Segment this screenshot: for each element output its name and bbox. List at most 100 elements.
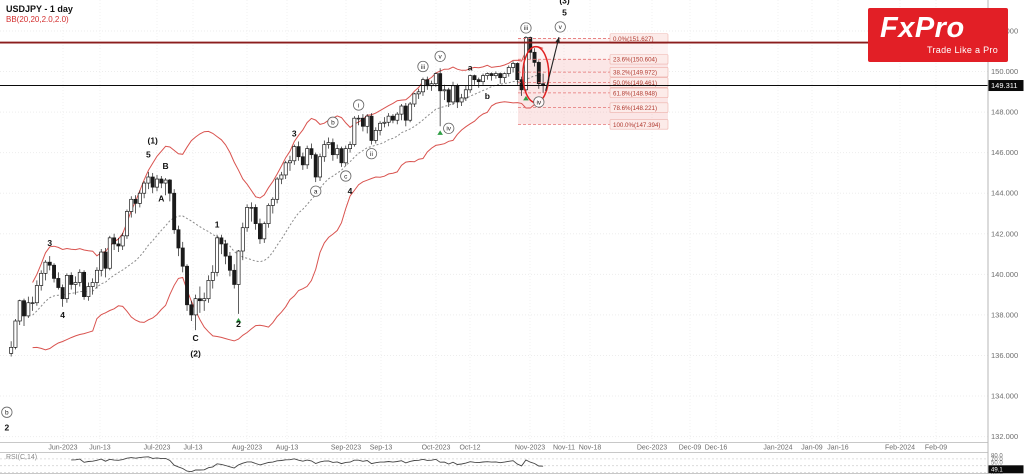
- candle: [468, 74, 473, 93]
- candle: [215, 234, 220, 277]
- wave-label[interactable]: iii: [520, 22, 532, 34]
- candle: [313, 152, 318, 183]
- wave-label[interactable]: 1: [215, 220, 220, 230]
- wave-label[interactable]: B: [163, 161, 169, 171]
- candle: [536, 60, 541, 89]
- fib-level-label: 100.0%(147.394): [613, 122, 660, 129]
- wave-label-circle: [340, 170, 352, 182]
- candle: [86, 282, 91, 301]
- wave-label-text: b: [331, 120, 335, 127]
- wave-label[interactable]: 5: [562, 8, 567, 18]
- candle: [77, 269, 82, 287]
- x-tick-label: Jan-09: [801, 445, 823, 452]
- candle: [391, 114, 395, 124]
- wave-label[interactable]: (2): [190, 348, 201, 358]
- fib-level-label-box: [609, 54, 669, 65]
- wave-label[interactable]: (1): [148, 135, 159, 145]
- candle: [373, 127, 378, 144]
- candle: [352, 116, 357, 147]
- wave-label-circle: [353, 99, 365, 111]
- wave-label[interactable]: ii: [365, 148, 378, 160]
- wave-label-text: 2: [236, 319, 241, 329]
- wave-label[interactable]: b: [1, 406, 13, 418]
- candle: [82, 270, 87, 300]
- fib-level-label: 0.0%(151.627): [613, 36, 654, 43]
- candle: [133, 195, 138, 214]
- x-tick-label: Jul-13: [183, 445, 202, 452]
- wave-label-text: v: [559, 24, 563, 31]
- candle: [236, 250, 241, 314]
- wave-label-text: v: [439, 54, 443, 61]
- wave-label-text: iii: [524, 25, 528, 32]
- wave-label[interactable]: iv: [443, 122, 455, 134]
- candle: [378, 121, 383, 136]
- wave-label-text: 1: [215, 220, 220, 230]
- candle: [176, 225, 181, 257]
- candle: [219, 234, 224, 255]
- fib-level-label: 78.6%(148.221): [613, 105, 657, 112]
- wave-label-circle: [434, 50, 446, 62]
- candle: [202, 292, 207, 311]
- candle: [481, 73, 485, 85]
- wave-label[interactable]: v: [434, 50, 446, 62]
- time-axis[interactable]: Jun-2023 Jun-13 Jul-2023 Jul-13 Aug-2023 Aug-…: [48, 445, 947, 452]
- wave-label[interactable]: c: [340, 170, 352, 182]
- wave-label-text: b: [5, 410, 9, 417]
- wave-label[interactable]: a: [310, 185, 322, 197]
- wave-label[interactable]: b: [327, 116, 339, 128]
- wave-label[interactable]: A: [158, 193, 164, 203]
- wave-label[interactable]: C: [193, 333, 199, 343]
- wave-label[interactable]: i: [353, 99, 365, 111]
- candle: [455, 83, 460, 109]
- candle: [262, 221, 267, 243]
- wave-label-text: 5: [562, 8, 567, 18]
- candle: [185, 264, 189, 311]
- candle: [403, 102, 408, 127]
- wave-label[interactable]: 3: [292, 128, 297, 138]
- candle: [34, 280, 39, 306]
- wave-label[interactable]: 5: [146, 150, 151, 160]
- rsi-current-value: 49.1: [991, 467, 1003, 473]
- x-tick-label: Dec-16: [705, 445, 728, 452]
- candle: [180, 241, 185, 273]
- wave-label[interactable]: 2: [4, 422, 9, 432]
- wave-label[interactable]: 4: [348, 186, 353, 196]
- wave-label-text: b: [485, 91, 490, 101]
- price-axis[interactable]: [988, 0, 1024, 474]
- wave-label[interactable]: b: [485, 91, 490, 101]
- candle: [22, 298, 26, 327]
- candles[interactable]: [9, 36, 546, 357]
- candle: [523, 36, 528, 92]
- wave-label[interactable]: (3): [559, 0, 570, 6]
- wave-label-text: A: [158, 193, 164, 203]
- x-tick-label: Nov-11: [553, 445, 575, 452]
- candle: [279, 171, 284, 185]
- projection-arrow-line[interactable]: [545, 36, 560, 91]
- grid-lines: [0, 0, 988, 442]
- fxpro-brand-text: FxPro: [880, 12, 965, 44]
- x-tick-label: Aug-2023: [232, 445, 262, 452]
- wave-label[interactable]: v: [554, 21, 566, 33]
- candle: [433, 72, 438, 87]
- candle: [245, 204, 250, 232]
- rsi-pane[interactable]: [0, 456, 988, 473]
- x-tick-label: Jan-16: [827, 445, 849, 452]
- wave-label[interactable]: 2: [236, 319, 241, 329]
- wave-label-text: iii: [421, 64, 425, 71]
- rsi-indicator-label: RSI(C,14): [6, 454, 38, 461]
- wave-label[interactable]: a: [468, 62, 473, 72]
- wave-label[interactable]: iv: [533, 96, 545, 108]
- wave-label-text: 2: [4, 422, 9, 432]
- candle: [442, 84, 447, 100]
- wave-label-circle: [533, 96, 545, 108]
- wave-label-circle: [310, 185, 322, 197]
- candle: [210, 265, 215, 289]
- wave-label[interactable]: iii: [417, 60, 429, 73]
- candle: [17, 299, 22, 326]
- wave-label[interactable]: 3: [47, 238, 52, 248]
- candle: [330, 138, 335, 161]
- candle: [472, 74, 477, 85]
- signal-up-marker: [235, 317, 242, 323]
- wave-label[interactable]: 4: [60, 310, 65, 320]
